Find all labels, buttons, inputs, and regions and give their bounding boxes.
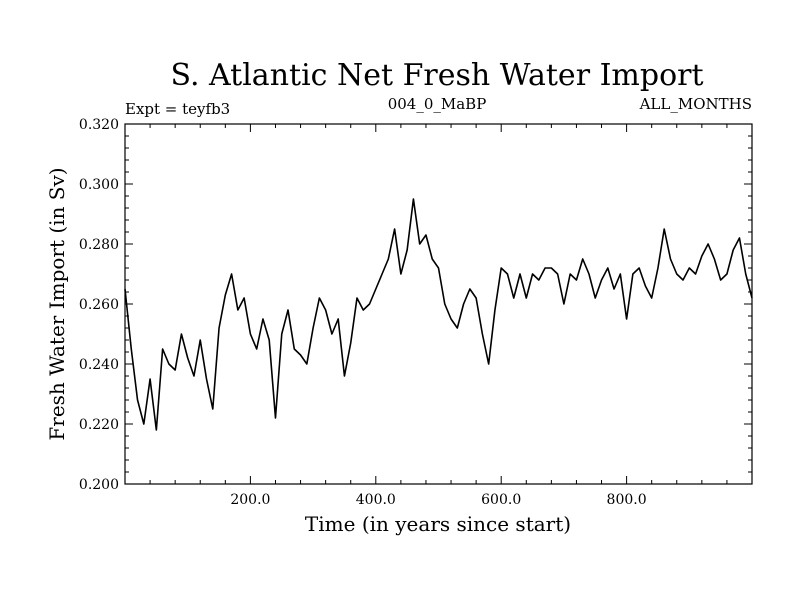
- y-axis-ticks: [125, 123, 752, 485]
- y-tick-label: 0.200: [79, 477, 119, 493]
- y-tick-label: 0.280: [79, 237, 119, 253]
- y-tick-label: 0.240: [79, 357, 119, 373]
- y-tick-label: 0.260: [79, 297, 119, 313]
- y-tick-label: 0.220: [79, 417, 119, 433]
- x-tick-label: 800.0: [607, 492, 647, 508]
- y-tick-label: 0.300: [79, 177, 119, 193]
- y-axis-tick-labels: 0.200 0.220 0.240 0.260 0.280 0.300 0.320: [79, 117, 119, 493]
- x-axis-ticks: [149, 124, 728, 484]
- experiment-label: Expt = teyfb3: [125, 100, 230, 118]
- run-label: 004_0_MaBP: [388, 95, 487, 113]
- months-label: ALL_MONTHS: [639, 95, 752, 113]
- x-tick-label: 600.0: [481, 492, 521, 508]
- chart-title: S. Atlantic Net Fresh Water Import: [170, 58, 703, 93]
- series-line: [124, 198, 753, 431]
- x-axis-label: Time (in years since start): [305, 512, 571, 536]
- series-group: [124, 198, 753, 431]
- x-tick-label: 400.0: [356, 492, 396, 508]
- y-axis-label: Fresh Water Import (in Sv): [45, 167, 69, 440]
- x-tick-label: 200.0: [230, 492, 270, 508]
- plot-frame: [124, 123, 753, 485]
- x-axis-tick-labels: 200.0 400.0 600.0 800.0: [230, 492, 646, 508]
- y-tick-label: 0.320: [79, 117, 119, 133]
